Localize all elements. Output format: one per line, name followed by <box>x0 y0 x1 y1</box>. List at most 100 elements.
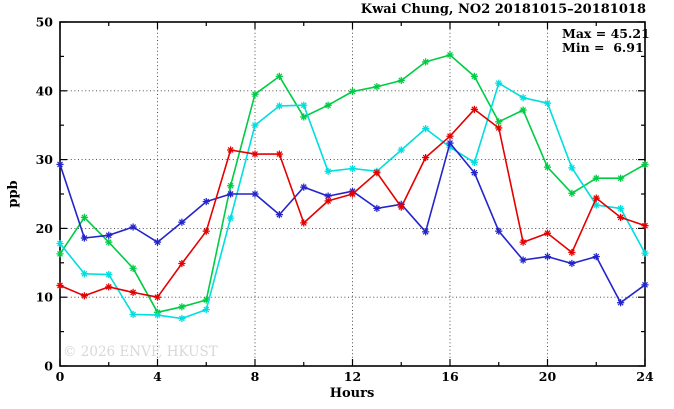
min-annotation: Min = 6.91 <box>562 40 644 55</box>
data-point-marker <box>202 197 210 206</box>
x-tick-label: 12 <box>344 369 361 384</box>
y-tick-label: 20 <box>36 221 54 236</box>
x-tick-label: 8 <box>251 369 260 384</box>
data-point-marker <box>543 99 552 107</box>
data-point-marker <box>373 83 381 91</box>
data-point-marker <box>446 51 454 59</box>
data-point-marker <box>543 253 552 261</box>
data-point-marker <box>568 164 576 172</box>
data-point-marker <box>178 303 186 311</box>
data-point-marker <box>617 204 625 213</box>
data-point-marker <box>470 169 478 177</box>
data-point-marker <box>470 72 478 80</box>
data-point-marker <box>56 281 64 290</box>
data-point-marker <box>251 121 259 129</box>
data-point-marker <box>227 182 235 190</box>
data-point-marker <box>324 167 332 175</box>
x-axis-label: Hours <box>330 386 375 401</box>
data-point-marker <box>56 160 64 169</box>
data-point-marker <box>495 79 503 87</box>
data-point-marker <box>446 139 454 147</box>
data-point-marker <box>422 125 430 133</box>
data-point-marker <box>592 253 600 261</box>
x-tick-label: 24 <box>636 369 654 384</box>
data-point-marker <box>543 229 552 237</box>
data-point-marker <box>178 259 186 268</box>
data-point-marker <box>56 250 64 258</box>
data-point-marker <box>519 238 527 246</box>
y-tick-label: 0 <box>44 359 53 374</box>
data-point-marker <box>251 150 259 158</box>
data-point-marker <box>568 189 576 197</box>
data-point-marker <box>592 174 600 182</box>
data-point-marker <box>300 113 308 121</box>
data-point-marker <box>178 314 186 323</box>
y-tick-label: 30 <box>36 152 54 167</box>
data-point-marker <box>348 190 357 198</box>
data-point-marker <box>373 204 381 213</box>
data-point-marker <box>300 219 308 227</box>
data-point-marker <box>592 194 600 202</box>
data-point-marker <box>251 190 259 198</box>
data-point-marker <box>641 281 649 289</box>
max-annotation: Max = 45.21 <box>562 26 650 41</box>
data-point-marker <box>178 218 186 226</box>
data-point-marker <box>422 228 430 236</box>
data-point-marker <box>105 238 113 246</box>
data-point-marker <box>495 227 503 235</box>
data-point-marker <box>129 288 137 296</box>
data-point-marker <box>80 270 88 278</box>
x-tick-label: 0 <box>56 369 65 384</box>
data-point-marker <box>397 203 405 211</box>
data-point-marker <box>227 214 235 222</box>
data-point-marker <box>519 256 527 264</box>
data-point-marker <box>105 270 113 279</box>
data-point-marker <box>227 146 235 154</box>
data-point-marker <box>153 238 162 246</box>
data-point-marker <box>373 169 381 177</box>
data-point-marker <box>470 105 478 113</box>
data-point-marker <box>519 106 527 114</box>
data-point-marker <box>80 292 88 300</box>
data-point-marker <box>153 293 162 301</box>
data-point-marker <box>422 153 430 162</box>
data-point-marker <box>568 259 576 268</box>
y-tick-label: 10 <box>36 290 54 305</box>
data-point-marker <box>397 146 405 154</box>
data-point-marker <box>641 160 649 169</box>
data-point-marker <box>641 222 649 230</box>
data-point-marker <box>153 311 162 319</box>
data-point-marker <box>300 183 308 191</box>
data-point-marker <box>80 213 88 221</box>
y-axis-label: ppb <box>6 180 21 207</box>
data-point-marker <box>202 227 210 235</box>
data-point-marker <box>80 234 88 242</box>
data-point-marker <box>105 231 113 239</box>
x-tick-label: 16 <box>441 369 459 384</box>
data-point-marker <box>422 58 430 66</box>
data-point-marker <box>470 158 478 166</box>
data-point-marker <box>519 94 527 102</box>
data-point-marker <box>275 150 283 158</box>
y-tick-label: 40 <box>36 83 54 98</box>
y-tick-label: 50 <box>36 15 54 30</box>
data-point-marker <box>129 223 137 231</box>
data-point-marker <box>275 72 283 80</box>
data-point-marker <box>617 299 625 307</box>
data-point-marker <box>275 211 283 219</box>
data-point-marker <box>275 102 283 110</box>
data-point-marker <box>617 174 625 182</box>
data-point-marker <box>397 76 405 85</box>
data-point-marker <box>324 101 332 109</box>
x-tick-label: 20 <box>539 369 557 384</box>
series-markers-cyan-series <box>56 79 649 323</box>
data-point-marker <box>324 197 332 205</box>
data-point-marker <box>446 132 454 140</box>
data-point-marker <box>56 239 64 248</box>
series-line-cyan-series <box>59 82 646 320</box>
data-point-marker <box>348 164 357 173</box>
data-point-marker <box>641 249 649 257</box>
data-point-marker <box>543 163 552 171</box>
